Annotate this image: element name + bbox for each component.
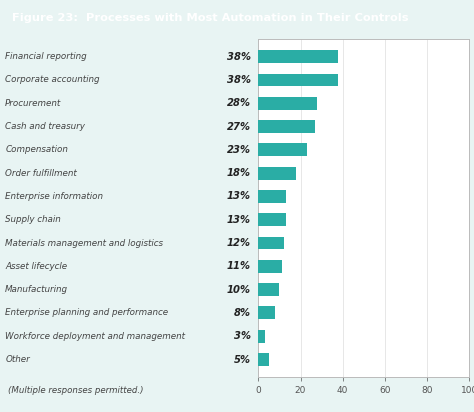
Bar xyxy=(258,260,282,273)
Text: Corporate accounting: Corporate accounting xyxy=(5,75,100,84)
Bar xyxy=(258,143,307,156)
Text: Materials management and logistics: Materials management and logistics xyxy=(5,239,163,248)
Text: 38%: 38% xyxy=(227,52,251,62)
Bar xyxy=(258,236,283,249)
Text: 10%: 10% xyxy=(227,285,251,295)
Bar xyxy=(258,330,264,343)
Text: 3%: 3% xyxy=(234,331,251,341)
Text: 5%: 5% xyxy=(234,354,251,365)
Text: Asset lifecycle: Asset lifecycle xyxy=(5,262,67,271)
Text: 28%: 28% xyxy=(227,98,251,108)
Text: Cash and treasury: Cash and treasury xyxy=(5,122,85,131)
Bar xyxy=(258,120,315,133)
Text: 11%: 11% xyxy=(227,261,251,272)
Text: Workforce deployment and management: Workforce deployment and management xyxy=(5,332,185,341)
Text: Procurement: Procurement xyxy=(5,99,62,108)
Text: 13%: 13% xyxy=(227,192,251,201)
Text: Compensation: Compensation xyxy=(5,145,68,154)
Bar xyxy=(258,307,275,319)
Text: 13%: 13% xyxy=(227,215,251,225)
Bar xyxy=(258,167,296,180)
Bar xyxy=(258,353,269,366)
Bar xyxy=(258,190,286,203)
Text: 38%: 38% xyxy=(227,75,251,85)
Text: Figure 23:  Processes with Most Automation in Their Controls: Figure 23: Processes with Most Automatio… xyxy=(12,12,408,23)
Bar xyxy=(258,213,286,226)
Bar xyxy=(258,97,318,110)
Text: 12%: 12% xyxy=(227,238,251,248)
Bar xyxy=(258,50,338,63)
Text: 27%: 27% xyxy=(227,122,251,131)
Text: Enterprise information: Enterprise information xyxy=(5,192,103,201)
Text: 18%: 18% xyxy=(227,168,251,178)
Text: Order fulfillment: Order fulfillment xyxy=(5,169,77,178)
Text: Manufacturing: Manufacturing xyxy=(5,285,68,294)
Text: Enterprise planning and performance: Enterprise planning and performance xyxy=(5,309,168,317)
Text: 23%: 23% xyxy=(227,145,251,155)
Bar xyxy=(258,73,338,87)
Text: 8%: 8% xyxy=(234,308,251,318)
Text: Financial reporting: Financial reporting xyxy=(5,52,87,61)
Text: (Multiple responses permitted.): (Multiple responses permitted.) xyxy=(8,386,143,395)
Text: Other: Other xyxy=(5,355,30,364)
Text: Supply chain: Supply chain xyxy=(5,215,61,224)
Bar xyxy=(258,283,280,296)
